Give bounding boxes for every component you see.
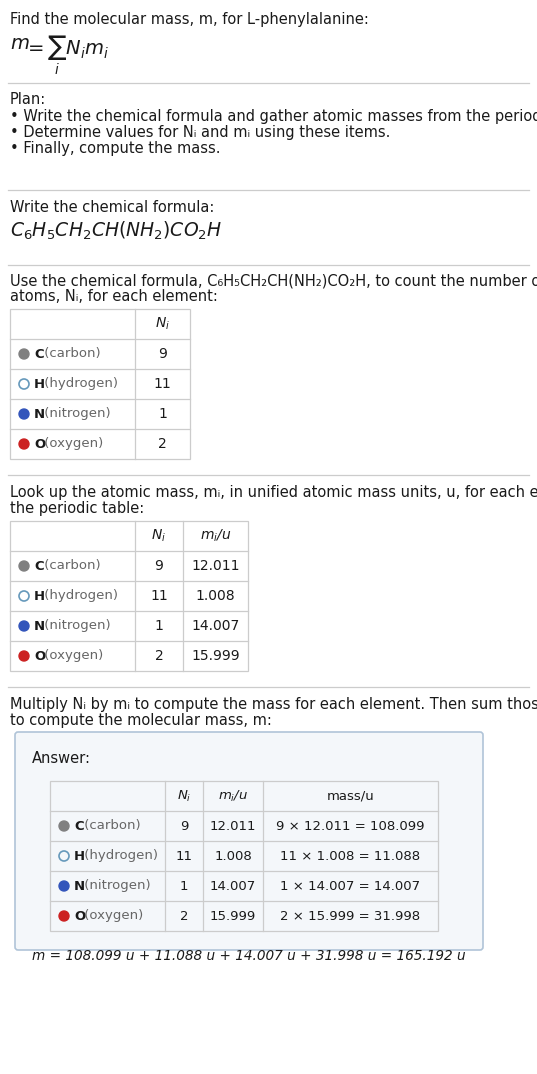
Circle shape bbox=[19, 561, 29, 571]
Text: 2 × 15.999 = 31.998: 2 × 15.999 = 31.998 bbox=[280, 910, 420, 923]
Text: (carbon): (carbon) bbox=[40, 348, 101, 361]
Text: 14.007: 14.007 bbox=[210, 880, 256, 892]
Text: (hydrogen): (hydrogen) bbox=[80, 850, 158, 862]
Text: C: C bbox=[34, 560, 43, 572]
Circle shape bbox=[19, 409, 29, 419]
Text: (carbon): (carbon) bbox=[40, 560, 101, 572]
Text: Look up the atomic mass, mᵢ, in unified atomic mass units, u, for each element i: Look up the atomic mass, mᵢ, in unified … bbox=[10, 485, 537, 500]
Text: mass/u: mass/u bbox=[326, 789, 374, 802]
Text: 11: 11 bbox=[150, 589, 168, 603]
Circle shape bbox=[59, 881, 69, 891]
Text: H: H bbox=[34, 377, 45, 391]
Text: O: O bbox=[74, 910, 85, 923]
Text: atoms, Nᵢ, for each element:: atoms, Nᵢ, for each element: bbox=[10, 289, 218, 304]
Text: $m_i$/u: $m_i$/u bbox=[218, 788, 248, 803]
Text: (nitrogen): (nitrogen) bbox=[40, 620, 111, 633]
Text: (nitrogen): (nitrogen) bbox=[80, 880, 151, 892]
Text: 1.008: 1.008 bbox=[195, 589, 235, 603]
Text: 1.008: 1.008 bbox=[214, 850, 252, 862]
Text: 2: 2 bbox=[155, 649, 163, 663]
FancyBboxPatch shape bbox=[15, 732, 483, 950]
Text: 11: 11 bbox=[176, 850, 192, 862]
Text: O: O bbox=[34, 650, 45, 663]
Text: Find the molecular mass, m, for L-phenylalanine:: Find the molecular mass, m, for L-phenyl… bbox=[10, 12, 369, 27]
Circle shape bbox=[59, 911, 69, 921]
Text: 1 × 14.007 = 14.007: 1 × 14.007 = 14.007 bbox=[280, 880, 420, 892]
Text: (oxygen): (oxygen) bbox=[40, 437, 104, 450]
Text: $m_i$/u: $m_i$/u bbox=[200, 527, 231, 545]
Text: $N_i$: $N_i$ bbox=[155, 316, 170, 332]
Bar bbox=[10, 309, 190, 459]
Text: 2: 2 bbox=[158, 437, 167, 451]
Text: Plan:: Plan: bbox=[10, 92, 46, 107]
Text: O: O bbox=[34, 437, 45, 450]
Text: • Finally, compute the mass.: • Finally, compute the mass. bbox=[10, 141, 221, 156]
Text: (carbon): (carbon) bbox=[80, 819, 141, 832]
Text: C: C bbox=[34, 348, 43, 361]
Text: 9 × 12.011 = 108.099: 9 × 12.011 = 108.099 bbox=[276, 819, 425, 832]
Circle shape bbox=[19, 349, 29, 359]
Text: (oxygen): (oxygen) bbox=[80, 910, 143, 923]
Text: 1: 1 bbox=[158, 407, 167, 421]
Text: (hydrogen): (hydrogen) bbox=[40, 377, 118, 391]
Text: $= \sum_i N_i m_i$: $= \sum_i N_i m_i$ bbox=[24, 34, 110, 77]
Circle shape bbox=[19, 621, 29, 632]
Text: 12.011: 12.011 bbox=[210, 819, 256, 832]
Bar bbox=[50, 781, 438, 931]
Text: 2: 2 bbox=[180, 910, 188, 923]
Text: $N_i$: $N_i$ bbox=[151, 527, 166, 545]
Text: • Write the chemical formula and gather atomic masses from the periodic table.: • Write the chemical formula and gather … bbox=[10, 108, 537, 124]
Text: C: C bbox=[74, 819, 84, 832]
Text: 11 × 1.008 = 11.088: 11 × 1.008 = 11.088 bbox=[280, 850, 420, 862]
Text: m = 108.099 u + 11.088 u + 14.007 u + 31.998 u = 165.192 u: m = 108.099 u + 11.088 u + 14.007 u + 31… bbox=[32, 949, 466, 963]
Text: 1: 1 bbox=[180, 880, 188, 892]
Text: 14.007: 14.007 bbox=[191, 619, 240, 633]
Text: $N_i$: $N_i$ bbox=[177, 788, 191, 803]
Text: Use the chemical formula, C₆H₅CH₂CH(NH₂)CO₂H, to count the number of: Use the chemical formula, C₆H₅CH₂CH(NH₂)… bbox=[10, 273, 537, 288]
Text: (nitrogen): (nitrogen) bbox=[40, 407, 111, 421]
Text: 15.999: 15.999 bbox=[210, 910, 256, 923]
Circle shape bbox=[19, 439, 29, 449]
Text: $C_6H_5CH_2CH(NH_2)CO_2H$: $C_6H_5CH_2CH(NH_2)CO_2H$ bbox=[10, 220, 222, 243]
Text: N: N bbox=[74, 880, 85, 892]
Text: N: N bbox=[34, 407, 45, 421]
Text: 9: 9 bbox=[180, 819, 188, 832]
Text: 15.999: 15.999 bbox=[191, 649, 240, 663]
Text: • Determine values for Nᵢ and mᵢ using these items.: • Determine values for Nᵢ and mᵢ using t… bbox=[10, 125, 390, 140]
Text: Write the chemical formula:: Write the chemical formula: bbox=[10, 200, 214, 215]
Text: 1: 1 bbox=[155, 619, 163, 633]
Text: N: N bbox=[34, 620, 45, 633]
Text: Multiply Nᵢ by mᵢ to compute the mass for each element. Then sum those values: Multiply Nᵢ by mᵢ to compute the mass fo… bbox=[10, 697, 537, 712]
Circle shape bbox=[19, 651, 29, 661]
Text: 9: 9 bbox=[155, 558, 163, 574]
Bar bbox=[10, 521, 248, 671]
Text: (oxygen): (oxygen) bbox=[40, 650, 104, 663]
Text: H: H bbox=[74, 850, 85, 862]
Circle shape bbox=[59, 821, 69, 831]
Text: H: H bbox=[34, 590, 45, 603]
Text: the periodic table:: the periodic table: bbox=[10, 500, 144, 516]
Text: Answer:: Answer: bbox=[32, 751, 91, 766]
Text: 9: 9 bbox=[158, 347, 167, 361]
Text: to compute the molecular mass, m:: to compute the molecular mass, m: bbox=[10, 713, 272, 728]
Text: 12.011: 12.011 bbox=[191, 558, 240, 574]
Text: $m$: $m$ bbox=[10, 34, 30, 53]
Text: (hydrogen): (hydrogen) bbox=[40, 590, 118, 603]
Text: 11: 11 bbox=[154, 377, 171, 391]
